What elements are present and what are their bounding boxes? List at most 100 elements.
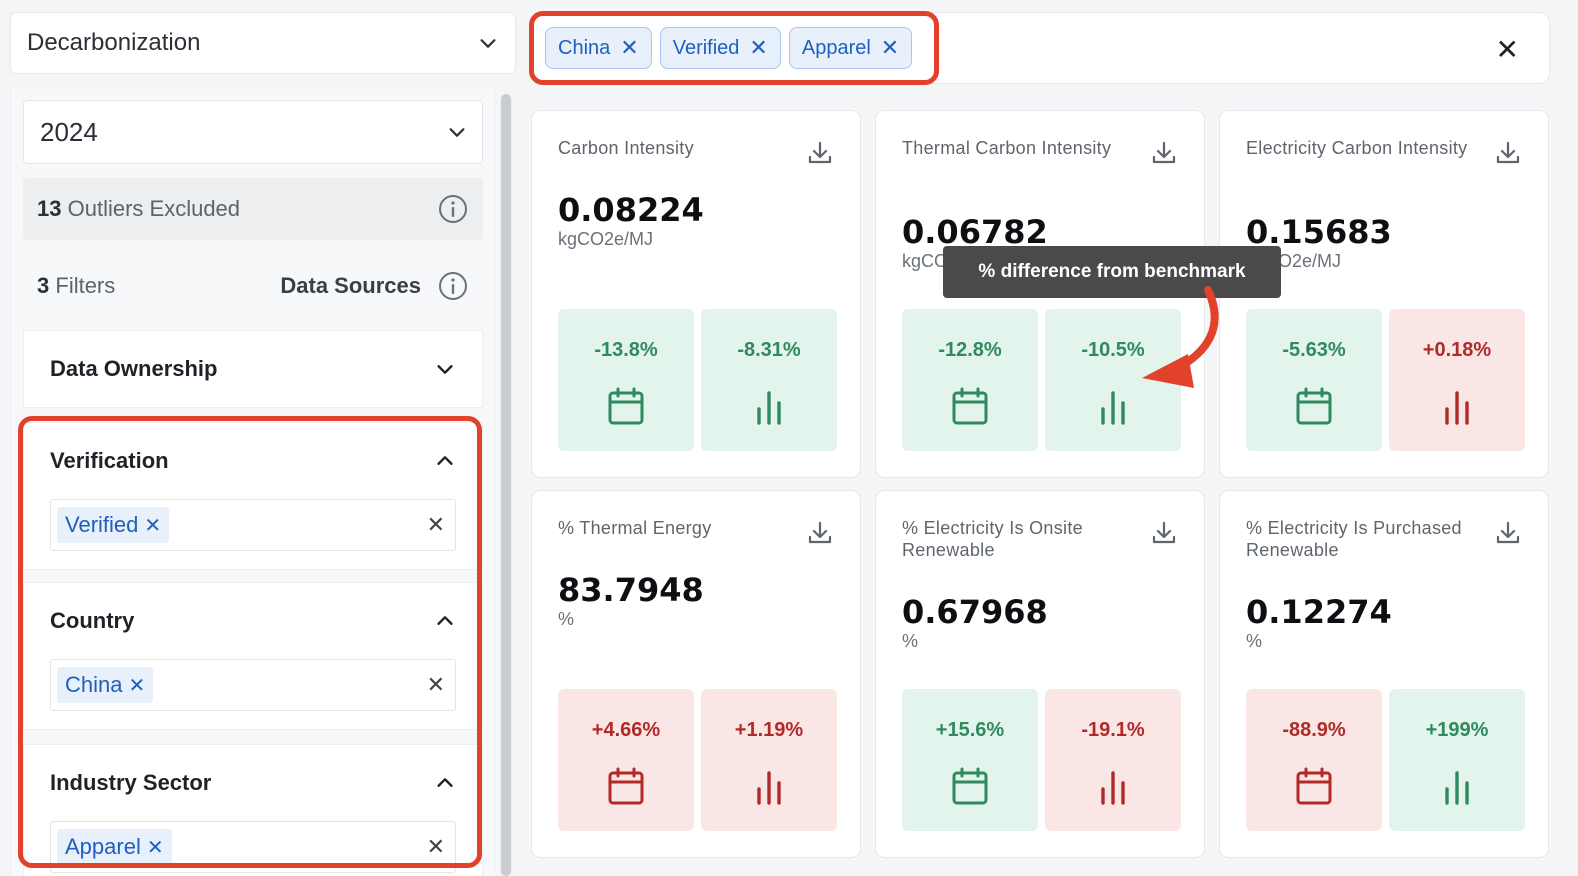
yoy-change-tile[interactable]: -12.8% <box>902 309 1038 451</box>
outliers-count: 13 <box>37 196 62 221</box>
metric-value: 0.15683 <box>1246 213 1392 251</box>
dashboard-select[interactable]: Decarbonization <box>10 12 516 74</box>
section-title: Verification <box>50 448 169 473</box>
year-select[interactable]: 2024 <box>23 100 483 164</box>
section-data-ownership: Data Ownership <box>23 330 483 408</box>
data-sources-link[interactable]: Data Sources <box>280 273 421 298</box>
yoy-change-tile[interactable]: -88.9% <box>1246 689 1382 831</box>
metric-unit: % <box>1246 631 1263 651</box>
outliers-excluded-bar: 13 Outliers Excluded <box>23 178 483 240</box>
download-icon[interactable] <box>1150 519 1178 547</box>
chip-label: Apparel <box>801 36 871 59</box>
chip-label: Verified <box>672 36 740 59</box>
metric-title: Carbon Intensity <box>558 138 694 158</box>
benchmark-change-tile[interactable]: -19.1% <box>1045 689 1181 831</box>
chevron-up-icon <box>434 610 456 632</box>
download-icon[interactable] <box>1150 139 1178 167</box>
yoy-change-tile[interactable]: +4.66% <box>558 689 694 831</box>
calendar-icon <box>1295 767 1333 807</box>
bar-chart-icon <box>750 387 788 427</box>
benchmark-change-tile[interactable]: +199% <box>1389 689 1525 831</box>
scrollbar-thumb[interactable] <box>501 94 511 876</box>
yoy-change-value: -13.8% <box>594 339 658 361</box>
benchmark-change-value: +1.19% <box>734 719 804 741</box>
filter-chip: Verified ✕ <box>57 507 170 543</box>
yoy-change-tile[interactable]: -5.63% <box>1246 309 1382 451</box>
benchmark-change-tile[interactable]: +0.18% <box>1389 309 1525 451</box>
metric-title: % Thermal Energy <box>558 518 712 538</box>
chip-label: Verified <box>65 512 139 537</box>
clear-icon[interactable]: ✕ <box>426 512 445 537</box>
section-title: Data Ownership <box>50 356 218 381</box>
chevron-down-icon <box>477 32 499 54</box>
metric-title: Electricity Carbon Intensity <box>1246 138 1468 158</box>
info-icon[interactable] <box>437 193 469 225</box>
verification-multiselect[interactable]: Verified ✕ ✕ <box>50 499 456 551</box>
download-icon[interactable] <box>806 139 834 167</box>
metric-unit: kgCO2e/MJ <box>558 229 654 249</box>
country-multiselect[interactable]: China ✕ ✕ <box>50 659 456 711</box>
section-verification: Verification Verified ✕ ✕ <box>23 422 483 570</box>
bar-chart-icon <box>750 767 788 807</box>
yoy-change-value: -12.8% <box>938 339 1002 361</box>
benchmark-change-value: -19.1% <box>1081 719 1145 741</box>
section-industry-sector: Industry Sector Apparel ✕ ✕ <box>23 744 483 876</box>
filter-chip: Apparel ✕ <box>57 829 172 865</box>
section-country-header[interactable]: Country <box>24 583 482 659</box>
chevron-up-icon <box>434 772 456 794</box>
benchmark-change-tile[interactable]: -10.5% <box>1045 309 1181 451</box>
industry-sector-multiselect[interactable]: Apparel ✕ ✕ <box>50 821 456 873</box>
metric-unit: % <box>558 609 575 629</box>
section-data-ownership-header[interactable]: Data Ownership <box>24 331 482 407</box>
section-verification-header[interactable]: Verification <box>24 423 482 499</box>
chip-remove-icon[interactable]: ✕ <box>146 836 164 859</box>
chevron-down-icon <box>446 121 468 143</box>
metric-value: 0.08224 <box>558 191 704 229</box>
filters-count: 3 <box>37 273 50 298</box>
calendar-icon <box>607 387 645 427</box>
chip-remove-icon[interactable]: ✕ <box>144 514 162 537</box>
active-chip-apparel[interactable]: Apparel ✕ <box>788 27 913 69</box>
benchmark-change-tile[interactable]: -8.31% <box>701 309 837 451</box>
close-icon[interactable]: ✕ <box>1495 34 1519 65</box>
metric-value: 0.06782 <box>902 213 1048 251</box>
annotation-arrow-icon <box>1142 286 1219 388</box>
yoy-change-tile[interactable]: -13.8% <box>558 309 694 451</box>
benchmark-change-value: +0.18% <box>1422 339 1492 361</box>
active-chip-china[interactable]: China ✕ <box>545 27 652 69</box>
calendar-icon <box>607 767 645 807</box>
bar-chart-icon <box>1094 767 1132 807</box>
chip-label: Apparel <box>65 834 141 859</box>
metric-title: % Electricity Is Purchased Renewable <box>1246 518 1462 560</box>
benchmark-change-tile[interactable]: +1.19% <box>701 689 837 831</box>
yoy-change-value: +4.66% <box>591 719 661 741</box>
section-industry-sector-header[interactable]: Industry Sector <box>24 745 482 821</box>
section-title: Industry Sector <box>50 770 212 795</box>
metric-title: % Electricity Is Onsite Renewable <box>902 518 1083 560</box>
calendar-icon <box>951 387 989 427</box>
benchmark-change-value: -8.31% <box>737 339 801 361</box>
yoy-change-value: +15.6% <box>935 719 1005 741</box>
download-icon[interactable] <box>806 519 834 547</box>
sidebar-panel: 2024 13 Outliers Excluded 3 Filters Data… <box>10 88 494 876</box>
download-icon[interactable] <box>1494 139 1522 167</box>
info-icon[interactable] <box>437 270 469 302</box>
chip-remove-icon[interactable]: ✕ <box>128 674 146 697</box>
outliers-text: Outliers Excluded <box>67 196 241 221</box>
yoy-change-tile[interactable]: +15.6% <box>902 689 1038 831</box>
chip-remove-icon[interactable]: ✕ <box>880 35 900 60</box>
benchmark-change-value: -10.5% <box>1081 339 1145 361</box>
benchmark-change-value: +199% <box>1425 719 1489 741</box>
download-icon[interactable] <box>1494 519 1522 547</box>
chevron-down-icon <box>434 358 456 380</box>
clear-icon[interactable]: ✕ <box>426 834 445 859</box>
chip-remove-icon[interactable]: ✕ <box>620 35 639 60</box>
clear-icon[interactable]: ✕ <box>426 672 445 697</box>
active-chip-verified[interactable]: Verified ✕ <box>659 27 781 69</box>
chip-remove-icon[interactable]: ✕ <box>749 35 768 60</box>
metric-card: Carbon Intensity 0.08224 kgCO2e/MJ -13.8% -8… <box>531 110 861 478</box>
metric-unit: % <box>902 631 919 651</box>
section-title: Country <box>50 608 135 633</box>
calendar-icon <box>951 767 989 807</box>
metric-value: 83.7948 <box>558 571 704 609</box>
